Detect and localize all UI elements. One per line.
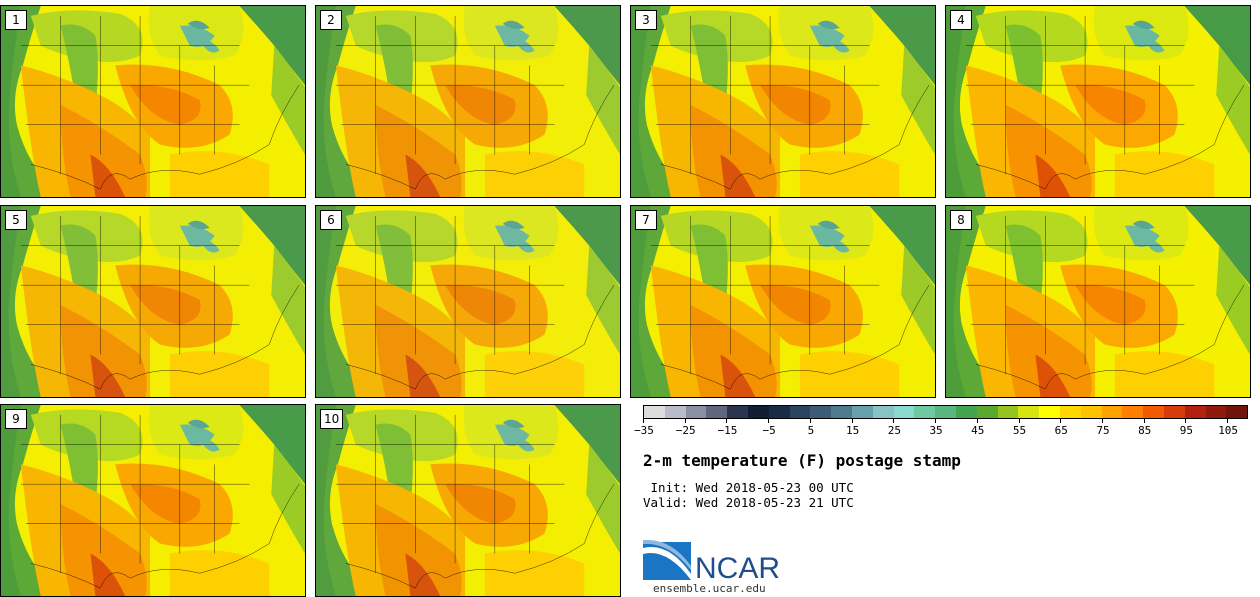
temperature-map <box>946 206 1250 397</box>
colorbar-tick <box>684 419 686 423</box>
colorbar-tick <box>809 419 811 423</box>
colorbar-tick-label: 35 <box>929 424 943 437</box>
colorbar-tick-label: 65 <box>1054 424 1068 437</box>
temperature-map <box>316 405 620 596</box>
map-panel-10: 10 <box>315 404 621 597</box>
colorbar-segment <box>914 406 936 418</box>
colorbar-segment <box>997 406 1019 418</box>
colorbar-segment <box>893 406 915 418</box>
panel-number: 10 <box>320 409 344 429</box>
colorbar-tick <box>1060 419 1062 423</box>
colorbar-segment <box>955 406 977 418</box>
colorbar-tick <box>1143 419 1145 423</box>
colorbar-segment <box>768 406 790 418</box>
map-panel-7: 7 <box>630 205 936 398</box>
colorbar-segment <box>1163 406 1185 418</box>
colorbar-tick-label: −25 <box>675 424 696 437</box>
colorbar-tick <box>935 419 937 423</box>
colorbar-segment <box>727 406 748 418</box>
colorbar-ticks: −35−25−15−55152535455565758595105115 <box>634 419 1260 439</box>
colorbar-tick-label: 25 <box>887 424 901 437</box>
valid-time: Valid: Wed 2018-05-23 21 UTC <box>643 495 854 510</box>
map-panel-1: 1 <box>0 5 306 198</box>
colorbar-segment <box>1101 406 1123 418</box>
map-panel-9: 9 <box>0 404 306 597</box>
temperature-map <box>316 6 620 197</box>
map-panel-8: 8 <box>945 205 1251 398</box>
temperature-map <box>631 6 935 197</box>
colorbar-segment <box>1039 406 1060 418</box>
colorbar-segment <box>935 406 956 418</box>
colorbar-tick-label: −15 <box>717 424 738 437</box>
colorbar-segment <box>831 406 852 418</box>
ncar-logo: NCAR <box>643 540 780 582</box>
colorbar-tick-label: 5 <box>807 424 815 437</box>
panel-number: 8 <box>950 210 972 230</box>
panel-number: 3 <box>635 10 657 30</box>
colorbar-tick-label: 55 <box>1012 424 1027 437</box>
colorbar-segment <box>685 406 707 418</box>
colorbar-segment <box>747 406 769 418</box>
colorbar-tick <box>893 419 895 423</box>
map-panel-2: 2 <box>315 5 621 198</box>
temperature-map <box>1 206 305 397</box>
colorbar-segment <box>851 406 873 418</box>
colorbar-tick-label: 15 <box>845 424 860 437</box>
colorbar-tick <box>851 419 853 423</box>
temperature-map <box>631 206 935 397</box>
colorbar-segment <box>1018 406 1040 418</box>
colorbar-segment <box>1143 406 1164 418</box>
panel-number: 1 <box>5 10 27 30</box>
colorbar-segment <box>644 406 665 418</box>
colorbar-segment <box>1122 406 1144 418</box>
colorbar-tick-label: 105 <box>1218 424 1239 437</box>
panel-number: 4 <box>950 10 972 30</box>
colorbar-tick <box>1227 419 1229 423</box>
colorbar-tick <box>976 419 978 423</box>
map-panel-4: 4 <box>945 5 1251 198</box>
temperature-map <box>946 6 1250 197</box>
colorbar: −35−25−15−55152535455565758595105115 <box>634 405 1260 439</box>
map-panel-6: 6 <box>315 205 621 398</box>
website-label: ensemble.ucar.edu <box>653 582 766 595</box>
temperature-map <box>316 206 620 397</box>
colorbar-tick-label: −35 <box>634 424 654 437</box>
figure-title: 2-m temperature (F) postage stamp <box>643 451 961 470</box>
panel-number: 9 <box>5 409 27 429</box>
colorbar-segment <box>1226 406 1248 418</box>
colorbar-tick <box>726 419 728 423</box>
colorbar-tick <box>768 419 770 423</box>
map-panel-5: 5 <box>0 205 306 398</box>
colorbar-segment <box>1080 406 1102 418</box>
init-time: Init: Wed 2018-05-23 00 UTC <box>643 480 854 495</box>
panel-number: 6 <box>320 210 342 230</box>
colorbar-segment <box>789 406 811 418</box>
colorbar-segment <box>1059 406 1081 418</box>
logo-text: NCAR <box>695 552 780 582</box>
colorbar-segment <box>706 406 728 418</box>
colorbar-tick-label: 75 <box>1096 424 1110 437</box>
panel-number: 7 <box>635 210 657 230</box>
colorbar-segment <box>976 406 998 418</box>
colorbar-tick <box>1101 419 1103 423</box>
colorbar-segment <box>872 406 894 418</box>
colorbar-tick <box>643 419 644 423</box>
colorbar-strip <box>643 405 1248 419</box>
panel-number: 5 <box>5 210 27 230</box>
colorbar-segment <box>1205 406 1227 418</box>
colorbar-tick-label: 95 <box>1179 424 1194 437</box>
colorbar-tick <box>1185 419 1187 423</box>
colorbar-segment <box>810 406 832 418</box>
temperature-map <box>1 6 305 197</box>
temperature-map <box>1 405 305 596</box>
colorbar-tick <box>1018 419 1020 423</box>
panel-number: 2 <box>320 10 342 30</box>
colorbar-tick-label: −5 <box>762 424 776 437</box>
colorbar-segment <box>664 406 686 418</box>
colorbar-tick-label: 45 <box>971 424 985 437</box>
colorbar-segment <box>1184 406 1206 418</box>
map-panel-3: 3 <box>630 5 936 198</box>
colorbar-tick-label: 85 <box>1138 424 1152 437</box>
